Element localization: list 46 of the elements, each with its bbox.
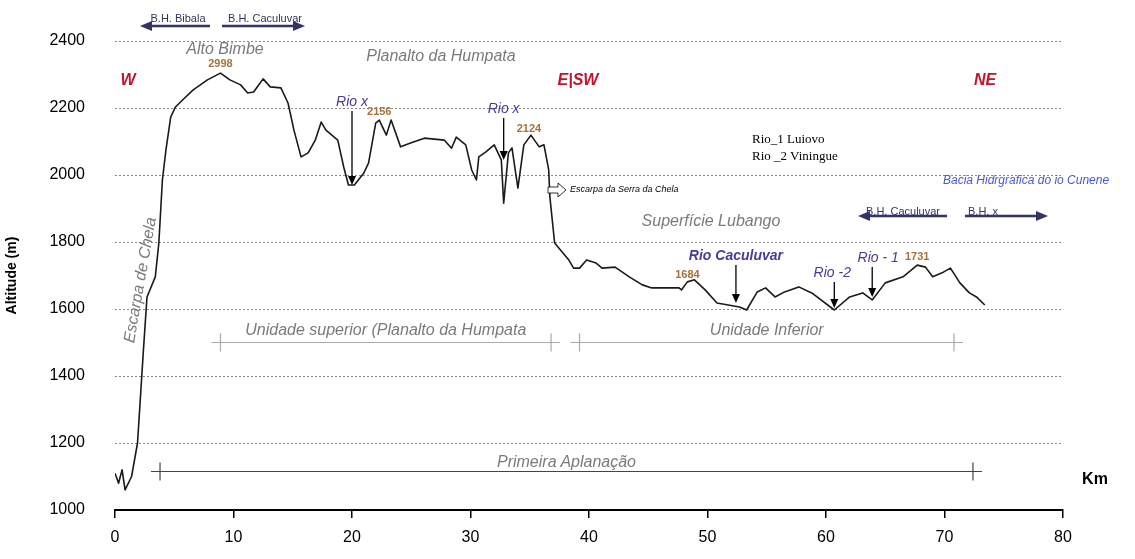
x-tick-label: 50: [698, 528, 717, 546]
y-tick-label: 1200: [49, 433, 86, 451]
annotation: Rio - 1: [857, 248, 899, 265]
annotation: 2156: [367, 104, 392, 117]
x-tick-label: 0: [110, 528, 120, 546]
annotation: 2998: [208, 56, 233, 69]
annotation: NE: [973, 71, 997, 88]
annotation: Rio x: [487, 99, 520, 116]
text: B.H. Bibala: [150, 11, 206, 24]
annotation: Unidade superior (Planalto da Humpata: [245, 320, 527, 338]
annotation: Bacia Hidrgrafica do io Cunene: [943, 173, 1110, 187]
annotation: Planalto da Humpata: [366, 47, 516, 64]
annotation: Unidade Inferior: [709, 320, 824, 338]
annotation: 1684: [675, 267, 700, 280]
x-tick-label: 10: [224, 528, 243, 546]
x-tick-label: 80: [1054, 528, 1072, 546]
annotation: Escarpa da Serra da Chela: [570, 183, 679, 194]
annotation: Primeira Aplanação: [496, 453, 636, 471]
y-tick-label: 2400: [49, 31, 86, 49]
x-tick-label: 30: [461, 528, 480, 546]
annotation: Superfície Lubango: [641, 212, 781, 229]
x-tick-label: 20: [343, 528, 361, 546]
annotation: Rio x: [336, 93, 368, 110]
y-tick-label: 2000: [49, 165, 86, 183]
y-tick-label: 1600: [49, 299, 86, 317]
annotation: Rio -2: [813, 263, 851, 280]
annotation: Rio _2 Viningue: [752, 147, 838, 163]
x-tick-label: 60: [817, 528, 835, 546]
y-axis-title: Altitude (m): [3, 236, 20, 315]
annotation: E|SW: [557, 71, 599, 88]
annotation: Rio Caculuvar: [688, 246, 784, 263]
annotation: Alto Bimbe: [186, 40, 264, 57]
text: B.H. Caculuvar: [228, 11, 302, 24]
x-axis-title: Km: [1082, 470, 1108, 487]
annotation: Rio_1 Luiovo: [752, 130, 825, 146]
annotation: 2124: [516, 121, 542, 134]
y-tick-label: 1800: [49, 232, 86, 250]
x-tick-label: 40: [580, 528, 598, 546]
y-tick-label: 1400: [49, 366, 86, 384]
annotation: B.H. x: [968, 204, 998, 217]
y-tick-label: 2200: [49, 98, 86, 116]
annotation: W: [120, 71, 136, 88]
y-tick-label: 1000: [49, 500, 86, 518]
x-tick-label: 70: [935, 528, 954, 546]
annotation: 1731: [904, 249, 930, 262]
annotation: Escarpa de Chela: [120, 215, 159, 345]
